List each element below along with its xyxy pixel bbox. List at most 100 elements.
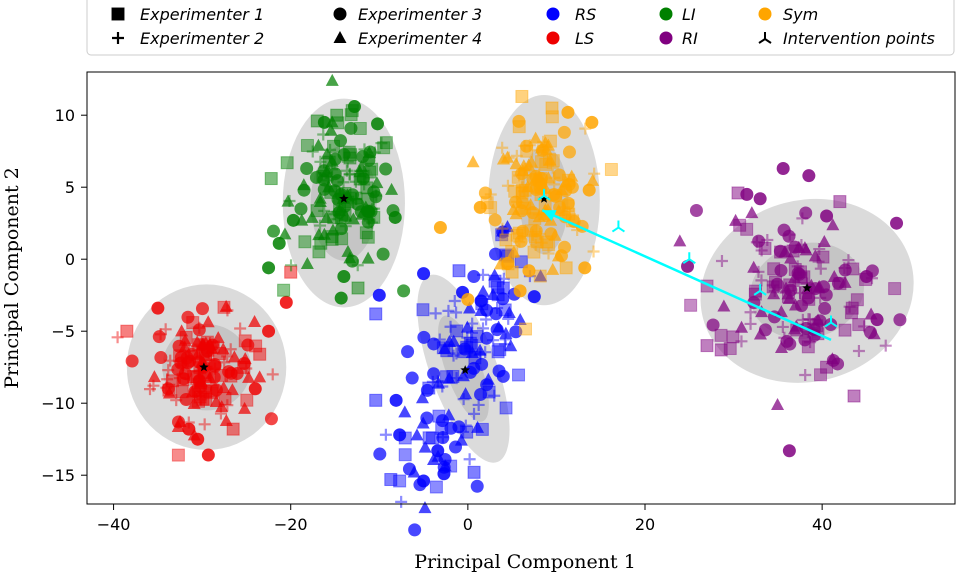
data-point [339, 220, 352, 233]
data-point [209, 394, 223, 407]
data-point [418, 501, 432, 514]
data-point [177, 372, 191, 386]
data-point [317, 227, 331, 240]
data-point [496, 141, 509, 154]
cluster-center-star [199, 362, 209, 372]
data-point [740, 222, 754, 236]
data-point [264, 412, 278, 426]
data-point [776, 320, 789, 333]
data-point [182, 422, 196, 436]
data-point [796, 313, 809, 326]
data-point [501, 179, 514, 192]
data-point [442, 304, 455, 317]
data-point [279, 295, 293, 309]
data-point [300, 256, 314, 269]
data-point [893, 313, 907, 327]
data-point [499, 233, 513, 247]
data-point [753, 192, 767, 206]
data-point [847, 389, 861, 403]
data-point [811, 313, 825, 326]
data-point [230, 366, 244, 380]
y-tick-label: 0 [65, 250, 75, 269]
data-point [238, 401, 252, 414]
data-point [317, 128, 330, 141]
data-point [515, 89, 529, 103]
data-point [824, 317, 838, 331]
data-point [501, 257, 515, 271]
data-point [410, 428, 424, 441]
data-point [408, 523, 422, 537]
data-point [492, 320, 506, 333]
data-point [540, 235, 554, 249]
data-point [361, 215, 375, 229]
data-point [151, 301, 165, 315]
data-point [766, 280, 780, 294]
y-tick-label: −10 [41, 394, 75, 413]
data-point [771, 398, 785, 411]
data-point [454, 433, 468, 446]
data-point [343, 251, 357, 264]
data-point [496, 281, 510, 295]
data-point [714, 343, 728, 357]
data-point [819, 288, 833, 302]
data-point [277, 283, 291, 297]
data-point [415, 391, 429, 404]
data-point [300, 138, 314, 152]
data-point [240, 393, 254, 407]
data-point [401, 345, 415, 359]
data-point [300, 161, 314, 175]
data-point [508, 184, 522, 198]
data-point [164, 354, 177, 367]
y-tick-label: 5 [65, 178, 75, 197]
data-point [777, 223, 791, 237]
data-point [780, 334, 794, 348]
data-point [436, 431, 449, 444]
data-point [735, 335, 748, 348]
x-axis-label: Principal Component 1 [414, 551, 636, 572]
data-point [416, 303, 430, 317]
data-point [208, 358, 222, 372]
data-point [794, 265, 808, 279]
data-point [761, 233, 774, 246]
data-point [285, 259, 298, 272]
data-point [509, 325, 523, 339]
data-point [427, 367, 441, 381]
data-point [314, 219, 327, 232]
data-point [557, 125, 571, 139]
data-point [219, 299, 233, 312]
data-point [143, 383, 156, 396]
data-point [154, 328, 167, 341]
data-point [278, 227, 292, 240]
x-tick-label: 0 [463, 515, 473, 534]
data-point [533, 269, 547, 283]
data-point [488, 213, 502, 227]
data-point [461, 331, 474, 344]
data-point [173, 414, 187, 427]
data-point [579, 122, 592, 135]
data-point [376, 247, 390, 261]
data-point [343, 167, 356, 180]
data-point [522, 264, 536, 278]
x-tick-label: −20 [274, 515, 308, 534]
data-point [817, 234, 831, 247]
data-point [375, 137, 388, 150]
data-point [198, 418, 211, 431]
data-point [458, 342, 472, 356]
data-point [562, 145, 576, 159]
data-point [522, 158, 536, 171]
legend-label: Experimenter 2 [140, 29, 264, 48]
data-point [499, 326, 513, 339]
data-point [241, 338, 255, 352]
series-RS [369, 220, 548, 537]
legend-triangle-marker [333, 31, 347, 43]
data-point [491, 302, 504, 315]
data-point [558, 240, 572, 254]
legend-square-marker [111, 7, 125, 21]
data-point [349, 175, 362, 188]
data-point [264, 172, 278, 186]
data-point [774, 341, 788, 354]
data-point [306, 145, 319, 158]
data-point [833, 195, 847, 209]
data-point [546, 262, 560, 275]
